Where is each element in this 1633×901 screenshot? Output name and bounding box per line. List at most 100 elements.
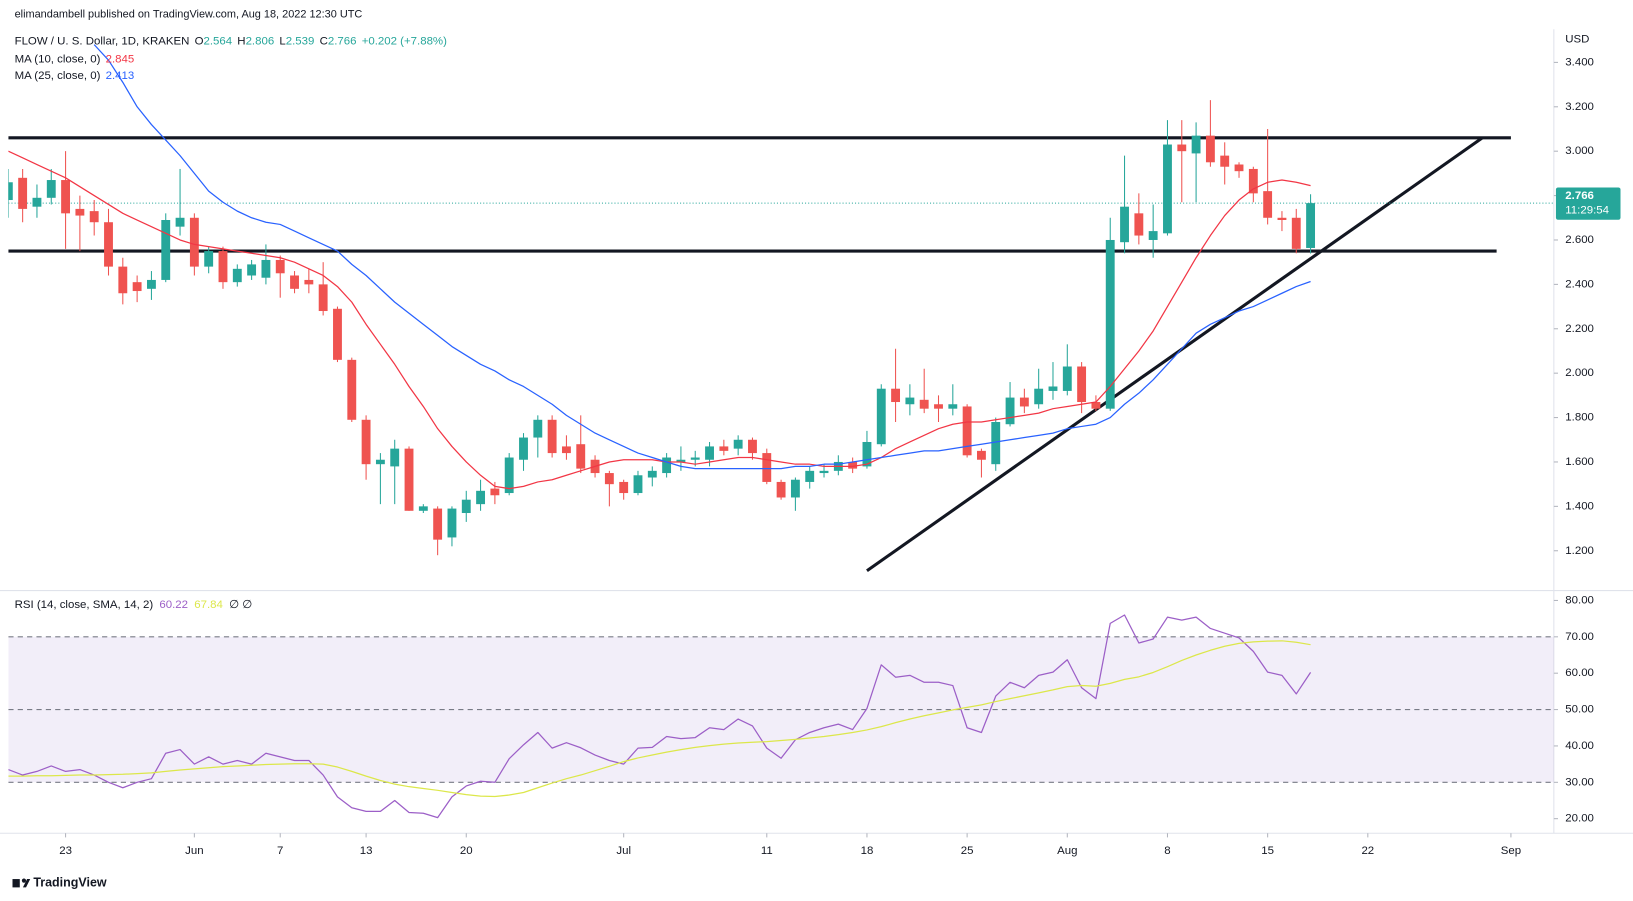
y-tick-label: 80.00 [1565,594,1594,606]
candle-body [1306,203,1316,248]
candle-body [333,308,342,360]
y-tick-label: 50.00 [1565,704,1594,716]
candle-body [8,182,13,201]
legend-name: MA (25, close, 0) [15,70,101,82]
candle-body [476,490,486,505]
candle-body [991,422,1001,465]
candle-body [247,264,257,276]
candle-body [132,282,142,292]
candle-body [433,508,443,540]
legend: FLOW / U. S. Dollar, 1D, KRAKEN O2.564 H2.… [15,36,448,48]
legend-value: 2.539 [286,36,315,48]
candle-body [848,461,858,469]
candle-body [504,457,514,494]
legend-title: RSI (14, close, SMA, 14, 2) [15,599,154,611]
candle-body [1091,402,1101,409]
candle-body [647,470,657,478]
candle-body [218,251,228,283]
candle-body [547,419,557,454]
x-tick-label: 15 [1261,845,1274,857]
candle-body [533,419,543,438]
legend-label: C [320,36,328,48]
candle-body [690,457,700,460]
candle-body [561,446,571,454]
candle-body [275,259,285,274]
candle-body [819,470,829,474]
legend-value: 2.806 [246,36,275,48]
series-line [8,150,1311,490]
candle-body [748,439,757,454]
y-tick-label: 70.00 [1565,631,1594,643]
candle-body [375,459,385,465]
candle-body [61,180,71,214]
candle-body [18,177,28,209]
y-tick-label: 2.600 [1565,234,1594,246]
candle-body [934,404,943,409]
x-tick-label: 22 [1361,845,1374,857]
candle-body [576,444,586,469]
candle-body [189,217,199,267]
x-tick-label: 8 [1164,845,1170,857]
y-tick-label: 1.200 [1565,545,1594,557]
x-tick-label: 23 [59,845,72,857]
candle-body [1248,168,1258,194]
candle-body [75,208,85,216]
candle-body [232,268,242,283]
candle-body [461,499,471,514]
candle-body [705,446,714,460]
y-tick-label: 2.200 [1565,323,1594,335]
candle-body [32,197,42,207]
candle-body [1177,144,1187,152]
legend: MA (10, close, 0) 2.845 [15,53,135,65]
candle-body [161,220,171,280]
candle-body [891,388,901,403]
x-tick-label: 11 [761,845,773,857]
x-tick-label: Sep [1501,845,1521,857]
y-tick-label: 3.000 [1565,145,1594,157]
candle-body [619,481,629,494]
candle-body [1291,217,1301,249]
legend-value: 2.845 [106,53,135,65]
candle-body [361,419,371,465]
candle-body [390,448,400,467]
publish-note: elimandambell published on TradingView.c… [15,9,363,21]
x-tick-label: 18 [861,845,874,857]
candle-body [676,459,686,462]
candle-body [1105,239,1115,409]
series-line [8,614,1312,819]
series-line [8,640,1311,798]
y-tick-label: 2.400 [1565,278,1594,290]
legend-name: MA (10, close, 0) [15,53,101,65]
footer-brand: TradingView [33,876,107,890]
legend-extra: ∅ ∅ [229,599,252,611]
candle-body [175,217,185,227]
candle-body [1048,386,1058,391]
candle-body [962,406,972,456]
legend-value: 2.564 [203,36,232,48]
series-line [93,44,1311,470]
candle-body [633,475,643,494]
candle-body [1005,397,1015,425]
candle-body [862,441,872,467]
price-label: 2.766 [1565,190,1594,202]
price-label-box [1555,187,1621,220]
candle-body [1034,388,1044,405]
y-tick-label: 40.00 [1565,740,1594,752]
x-tick-label: 13 [360,845,373,857]
candle-body [519,437,528,460]
y-tick-label: 20.00 [1565,813,1594,825]
plot-area [8,614,1554,819]
candle-body [733,439,743,449]
candle-body [104,222,113,267]
candle-body [805,470,815,482]
candle-body [146,279,156,289]
candle-body [776,481,786,498]
candle-body [1277,217,1287,221]
candle-body [404,448,414,511]
candle-body [1062,366,1072,391]
legend-value: 2.766 [328,36,357,48]
x-tick-label: Aug [1057,845,1077,857]
candle-body [876,388,886,445]
